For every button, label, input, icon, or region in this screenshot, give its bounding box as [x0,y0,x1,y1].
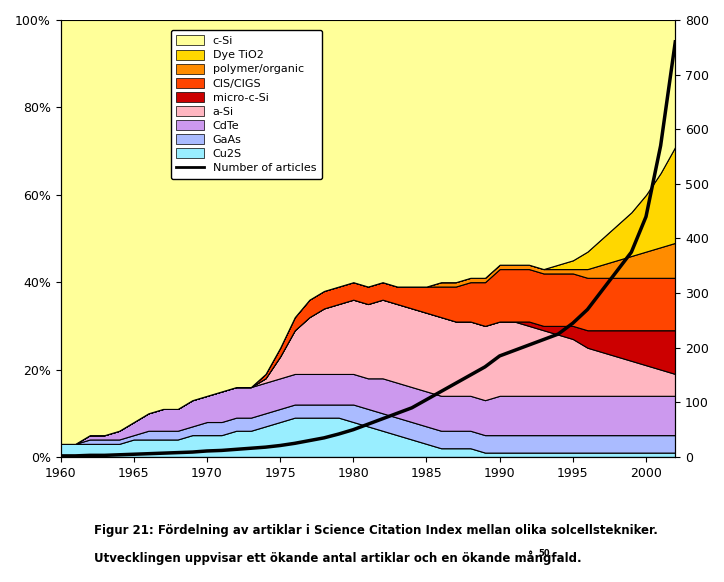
Text: Utvecklingen uppvisar ett ökande antal artiklar och en ökande mångfald.: Utvecklingen uppvisar ett ökande antal a… [94,550,582,565]
Legend: c-Si, Dye TiO2, polymer/organic, CIS/CIGS, micro-c-Si, a-Si, CdTe, GaAs, Cu2S, N: c-Si, Dye TiO2, polymer/organic, CIS/CIG… [171,30,322,179]
Text: Figur 21: Fördelning av artiklar i Science Citation Index mellan olika solcellst: Figur 21: Fördelning av artiklar i Scien… [94,524,658,537]
Text: 50: 50 [538,549,550,558]
